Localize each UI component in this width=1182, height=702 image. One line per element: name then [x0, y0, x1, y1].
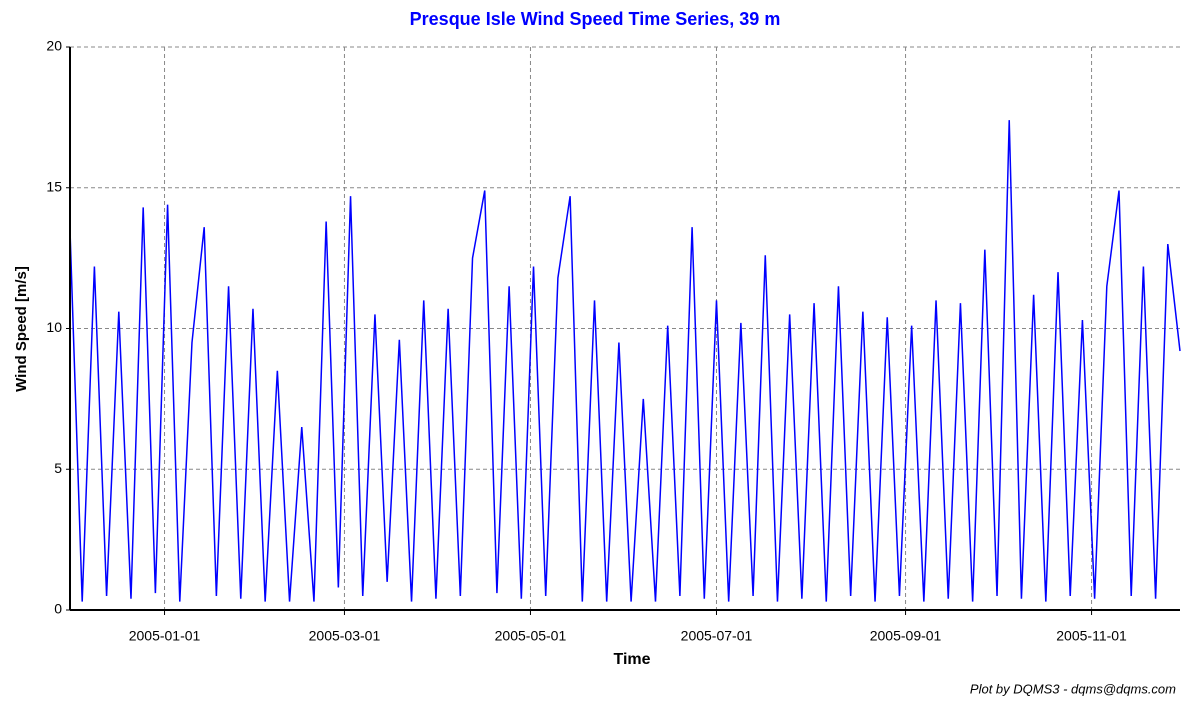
- x-tick-label: 2005-03-01: [309, 628, 381, 644]
- y-axis-label: Wind Speed [m/s]: [13, 266, 30, 392]
- x-axis-label: Time: [613, 651, 650, 668]
- chart-title: Presque Isle Wind Speed Time Series, 39 …: [410, 9, 781, 29]
- y-tick-label: 10: [46, 319, 62, 335]
- y-tick-label: 5: [54, 460, 62, 476]
- y-tick-label: 0: [54, 601, 62, 617]
- y-tick-label: 15: [46, 178, 62, 194]
- series-line: [69, 120, 1181, 602]
- x-tick-label: 2005-01-01: [129, 628, 201, 644]
- footer: Plot by DQMS3 - dqms@dqms.com: [970, 681, 1176, 696]
- y-tick-label: 20: [46, 38, 62, 54]
- x-tick-label: 2005-11-01: [1056, 628, 1127, 644]
- x-tick-label: 2005-09-01: [870, 628, 942, 644]
- x-tick-label: 2005-05-01: [495, 628, 567, 644]
- x-tick-label: 2005-07-01: [681, 628, 753, 644]
